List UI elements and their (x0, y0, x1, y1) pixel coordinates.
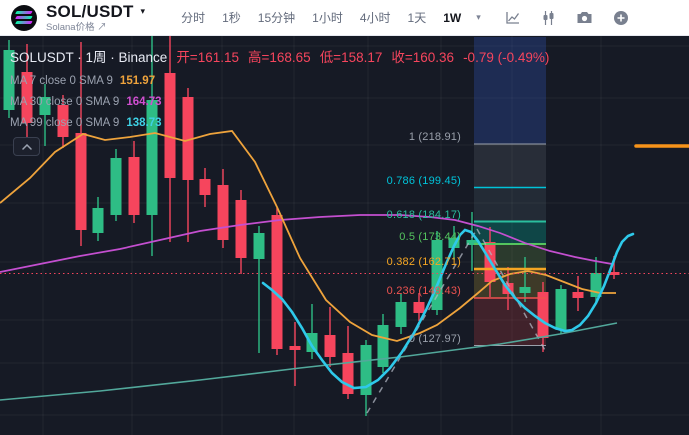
fib-level-label: 0.618 (184.17) (386, 208, 461, 221)
candle-body (271, 215, 283, 349)
header-icons (505, 10, 629, 26)
candle-body (324, 335, 336, 357)
candle-body (217, 185, 229, 240)
candle-body (235, 200, 247, 258)
candle-body (413, 302, 425, 313)
fib-band (474, 144, 546, 188)
timeframe-1d[interactable]: 1天 (407, 11, 427, 25)
timeframe-bar: 分时 1秒 15分钟 1小时 4小时 1天 1W (181, 9, 461, 26)
candle-body (342, 353, 354, 394)
add-icon[interactable] (613, 10, 629, 26)
candle-body (253, 233, 265, 259)
header: SOL/USDT ▾ Solana价格 ↗ 分时 1秒 15分钟 1小时 4小时… (0, 0, 689, 36)
candle-body (377, 325, 389, 367)
candle-body (608, 272, 620, 275)
indicators-icon[interactable] (541, 10, 556, 26)
candle-body (431, 240, 443, 310)
symbol-selector[interactable]: SOL/USDT ▾ (46, 3, 145, 20)
timeframe-1h[interactable]: 1小时 (312, 11, 343, 25)
candle-body (164, 73, 176, 178)
candle-body (395, 302, 407, 327)
candle-body (182, 97, 194, 180)
chevron-up-icon (21, 143, 32, 150)
page-title: SOL/USDT (46, 1, 134, 21)
candle-body (146, 100, 158, 215)
fib-band (474, 187, 546, 222)
timeframe-1s[interactable]: 1秒 (222, 11, 241, 25)
candle-body (555, 289, 567, 330)
candle-body (75, 133, 87, 230)
candle-body (572, 292, 584, 298)
timeframe-15m[interactable]: 15分钟 (257, 11, 296, 25)
candle-body (448, 238, 460, 248)
fib-level-label: 1 (218.91) (408, 131, 461, 143)
fib-level-label: 0.382 (162.71) (386, 256, 461, 268)
external-link-icon: ↗ (97, 21, 107, 33)
fib-band (474, 37, 546, 144)
fast-ma-line (261, 228, 635, 390)
ma99-line (0, 322, 618, 401)
candle-body (110, 158, 122, 215)
ma7-line (0, 130, 616, 342)
candle-body (590, 273, 602, 297)
candle-body (466, 240, 478, 245)
fib-level-label: 0.236 (149.43) (386, 285, 461, 297)
candle-body (39, 97, 51, 115)
solana-logo-icon (11, 4, 37, 31)
timeframe-more-button[interactable]: ▾ (476, 12, 481, 22)
candle-body (360, 345, 372, 395)
candle-body (3, 50, 15, 110)
candle-body (21, 72, 33, 123)
timeframe-fenshi[interactable]: 分时 (181, 11, 206, 25)
candle-body (289, 346, 301, 350)
fib-band (474, 221, 546, 244)
candle-body (306, 333, 318, 352)
timeframe-1w[interactable]: 1W (443, 10, 462, 25)
chevron-down-icon: ▾ (140, 5, 146, 16)
camera-icon[interactable] (576, 10, 593, 25)
candle-body (199, 179, 211, 195)
candle-body (128, 157, 140, 215)
candle-body (57, 105, 69, 137)
symbol-subtitle-link[interactable]: Solana价格 ↗ (46, 21, 107, 33)
candle-body (537, 292, 549, 338)
timeframe-4h[interactable]: 4小时 (359, 11, 391, 25)
line-chart-icon[interactable] (505, 10, 521, 26)
fib-level-label: 0.786 (199.45) (386, 174, 461, 187)
fib-level-label: 0.5 (173.44) (399, 231, 461, 243)
legend-collapse-button[interactable] (13, 137, 40, 156)
ma30-line (0, 214, 613, 273)
fib-level-label: 0 (127.97) (408, 332, 461, 345)
candle-body (92, 208, 104, 233)
candle-body (519, 287, 531, 293)
